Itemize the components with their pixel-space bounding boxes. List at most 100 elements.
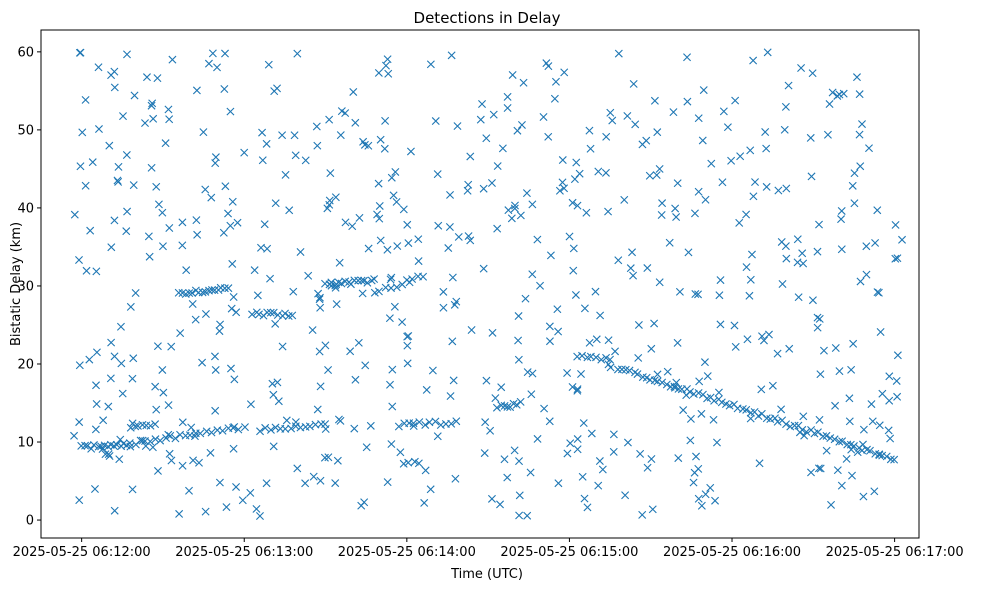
scatter-points	[70, 48, 907, 520]
detection-point	[546, 251, 555, 260]
detection-point	[709, 415, 718, 424]
detection-point	[822, 446, 831, 455]
detection-point	[536, 281, 545, 290]
detection-point	[650, 376, 659, 385]
detection-point	[215, 478, 224, 487]
detection-point	[689, 390, 698, 398]
detection-point	[554, 479, 563, 488]
detection-point	[745, 291, 754, 300]
detection-point	[755, 459, 764, 468]
detection-point	[116, 435, 125, 444]
y-tick-label: 60	[17, 45, 34, 60]
detection-point	[260, 220, 269, 229]
detection-point	[795, 428, 804, 437]
detection-point	[394, 422, 403, 431]
detection-point	[166, 431, 175, 440]
detection-point	[573, 352, 582, 361]
detection-point	[171, 434, 180, 443]
detection-point	[213, 63, 222, 72]
detection-point	[707, 159, 716, 168]
detection-point	[403, 332, 412, 341]
detection-point	[571, 290, 580, 299]
detection-point	[662, 380, 671, 389]
detection-point	[516, 397, 525, 406]
y-tick-label: 40	[17, 201, 34, 216]
detection-point	[117, 359, 126, 368]
detection-point	[240, 148, 249, 157]
detection-point	[116, 322, 125, 331]
detection-point	[350, 424, 359, 433]
detection-point	[451, 474, 460, 483]
detection-point	[151, 420, 160, 429]
detection-point	[650, 319, 659, 328]
detection-point	[746, 414, 755, 423]
detection-point	[201, 185, 210, 194]
detection-point	[315, 347, 324, 356]
detection-point	[228, 197, 237, 206]
detection-point	[229, 293, 238, 301]
detection-point	[528, 270, 537, 279]
detection-point	[321, 425, 330, 434]
detection-point	[773, 417, 782, 426]
detection-point	[256, 243, 265, 252]
detection-point	[316, 303, 325, 312]
detection-point	[849, 442, 858, 451]
detection-point	[113, 176, 122, 185]
detection-point	[331, 193, 340, 202]
detection-point	[855, 90, 864, 99]
detection-point	[735, 218, 744, 227]
detection-point	[781, 242, 790, 251]
detection-point	[825, 100, 834, 109]
detection-point	[104, 450, 113, 459]
detection-point	[719, 107, 728, 116]
detection-point	[273, 378, 282, 387]
detection-point	[392, 283, 401, 292]
detection-point	[269, 308, 278, 317]
detection-point	[264, 60, 273, 69]
detection-point	[578, 472, 587, 481]
detection-point	[89, 440, 98, 449]
detection-point	[178, 418, 187, 427]
detection-point	[192, 86, 201, 95]
detection-point	[892, 376, 901, 385]
x-tick-label: 2025-05-25 06:17:00	[826, 545, 964, 560]
detection-point	[645, 171, 654, 180]
detection-point	[823, 130, 832, 139]
detection-point	[891, 254, 900, 263]
detection-point	[112, 440, 121, 449]
detection-point	[658, 199, 667, 208]
detection-point	[274, 397, 283, 406]
detection-point	[554, 327, 563, 336]
x-tick-label: 2025-05-25 06:13:00	[175, 545, 313, 560]
detection-point	[386, 380, 394, 389]
detection-point	[202, 427, 211, 436]
detection-point	[262, 479, 271, 488]
detection-point	[105, 141, 114, 150]
detection-point	[587, 429, 596, 438]
detection-point	[91, 425, 100, 434]
detection-point	[193, 230, 202, 239]
detection-point	[165, 224, 174, 232]
detection-point	[325, 196, 334, 205]
detection-point	[76, 162, 85, 171]
detection-point	[845, 417, 854, 426]
detection-point	[815, 314, 824, 323]
detection-point	[613, 365, 622, 374]
detection-point	[75, 496, 84, 505]
detection-point	[653, 128, 662, 137]
detection-point	[387, 273, 396, 282]
detection-point	[782, 184, 791, 193]
detection-point	[125, 439, 134, 448]
detection-point	[527, 390, 536, 399]
detection-point	[614, 49, 623, 58]
detection-point	[207, 428, 216, 437]
detection-point	[757, 385, 766, 394]
detection-point	[653, 377, 662, 386]
detection-point	[626, 264, 635, 273]
detection-point	[515, 491, 524, 500]
detection-point	[119, 112, 127, 121]
detection-point	[107, 243, 116, 252]
detection-point	[414, 257, 423, 266]
detection-point	[585, 126, 594, 135]
detection-point	[871, 238, 880, 247]
